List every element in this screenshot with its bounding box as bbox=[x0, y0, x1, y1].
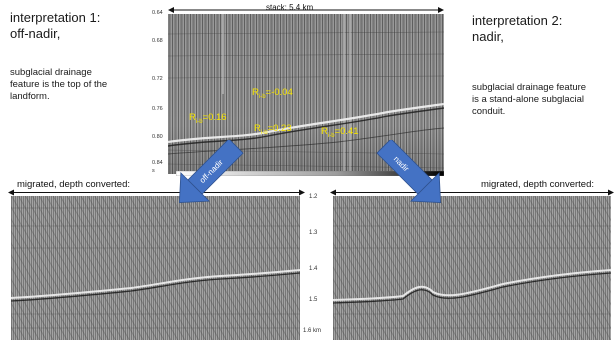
depth-tick: 1.2 bbox=[309, 194, 318, 200]
migrated-right-seismic-image bbox=[333, 196, 611, 340]
left-heading-line1: interpretation 1: bbox=[10, 10, 101, 25]
time-tick: 0.64 bbox=[152, 10, 163, 16]
depth-tick: 1.6 km bbox=[303, 328, 322, 334]
reflectivity-label: Ri-b=0.23 bbox=[254, 123, 292, 136]
depth-tick: 1.3 bbox=[309, 230, 318, 236]
right-heading-line1: interpretation 2: bbox=[472, 13, 563, 28]
reflectivity-label: Ri-b=0.16 bbox=[189, 112, 227, 125]
stack-width-arrow bbox=[168, 7, 444, 13]
depth-tick: 1.4 bbox=[309, 266, 318, 272]
migrated-right-arrowhead-icon bbox=[330, 189, 336, 196]
migrated-left-width-line bbox=[11, 192, 300, 193]
migrated-right-title: migrated, depth converted: bbox=[481, 179, 595, 190]
time-unit: s bbox=[152, 168, 155, 174]
right-interpretation-body: subglacial drainage feature is a stand-a… bbox=[472, 82, 586, 118]
time-tick: 0.68 bbox=[152, 38, 163, 44]
left-body-line2: feature is the top of the bbox=[10, 79, 108, 90]
reflectivity-label: Ri-b=0.41 bbox=[321, 126, 359, 139]
left-interpretation-heading: interpretation 1: off-nadir, bbox=[10, 10, 100, 42]
migrated-left-title: migrated, depth converted: bbox=[17, 179, 131, 190]
time-tick: 0.80 bbox=[152, 134, 163, 140]
migrated-right-width-line bbox=[333, 192, 611, 193]
right-interpretation-heading: interpretation 2: nadir, bbox=[472, 13, 562, 45]
time-tick: 0.84 bbox=[152, 160, 163, 166]
migrated-right-arrowhead-icon bbox=[608, 189, 614, 196]
depth-axis: 1.2 1.3 1.4 1.5 1.6 km bbox=[303, 192, 331, 340]
migrated-left-arrowhead-icon bbox=[299, 189, 305, 196]
right-body-line2: is a stand-alone subglacial bbox=[472, 94, 584, 105]
migrated-left-arrowhead-icon bbox=[8, 189, 14, 196]
time-axis: 0.64 0.68 0.72 0.76 0.80 0.84 s bbox=[152, 10, 166, 180]
time-tick: 0.72 bbox=[152, 76, 163, 82]
depth-tick: 1.5 bbox=[309, 297, 318, 303]
left-interpretation-body: subglacial drainage feature is the top o… bbox=[10, 67, 107, 103]
right-heading-line2: nadir, bbox=[472, 29, 504, 44]
left-heading-line2: off-nadir, bbox=[10, 26, 61, 41]
time-tick: 0.76 bbox=[152, 106, 163, 112]
right-body-line3: conduit. bbox=[472, 106, 506, 117]
left-body-line1: subglacial drainage bbox=[10, 67, 92, 78]
left-body-line3: landform. bbox=[10, 91, 50, 102]
migrated-left-seismic-image bbox=[11, 196, 300, 340]
right-body-line1: subglacial drainage feature bbox=[472, 82, 587, 93]
reflectivity-label: Ri-b=-0.04 bbox=[252, 87, 293, 100]
nadir-arrow: nadir bbox=[376, 140, 441, 203]
colorbar bbox=[176, 171, 444, 176]
off-nadir-arrow: off-nadir bbox=[179, 140, 244, 203]
stack-title: stack: 5.4 km bbox=[266, 3, 314, 12]
